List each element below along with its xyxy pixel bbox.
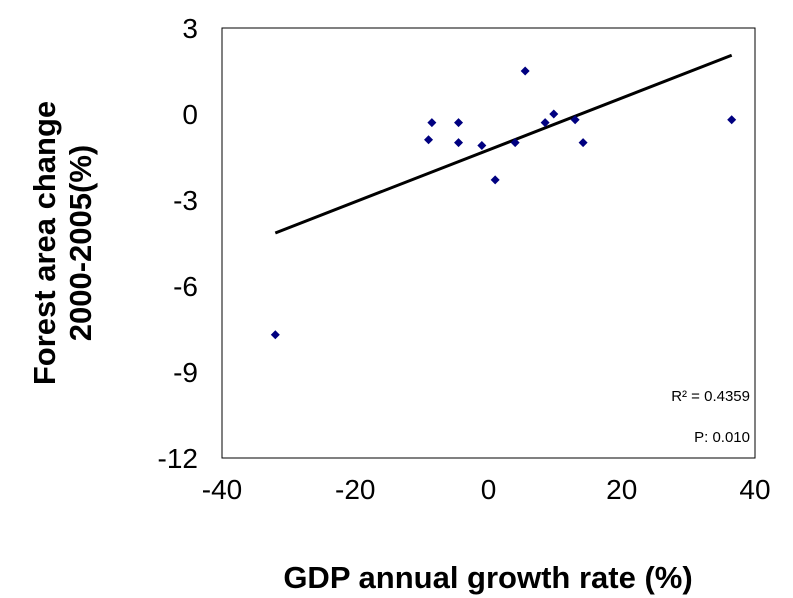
data-point — [540, 118, 550, 128]
x-tick-label: -40 — [202, 474, 242, 505]
data-point — [270, 330, 280, 340]
data-point — [454, 138, 464, 148]
y-axis-title-line-1: Forest area change — [27, 101, 62, 385]
p-value-annotation: P: 0.010 — [694, 429, 750, 446]
y-axis-ticks: 3 0 -3 -6 -9 -12 — [158, 13, 198, 474]
trendline — [274, 53, 733, 235]
data-point — [510, 138, 520, 148]
x-tick-label: 40 — [739, 474, 770, 505]
x-tick-label: -20 — [335, 474, 375, 505]
data-points — [270, 66, 737, 340]
data-point — [490, 175, 500, 185]
y-tick-label: 3 — [182, 13, 198, 44]
data-point — [727, 115, 737, 125]
data-point — [549, 109, 559, 119]
plot-area — [221, 27, 756, 459]
y-tick-label: 0 — [182, 99, 198, 130]
data-point — [427, 118, 437, 128]
x-axis-ticks: -40 -20 0 20 40 — [202, 474, 771, 505]
r-squared-annotation: R² = 0.4359 — [671, 388, 750, 405]
data-point — [520, 66, 530, 76]
data-point — [578, 138, 588, 148]
y-tick-label: -3 — [173, 185, 198, 216]
y-tick-label: -12 — [158, 443, 198, 474]
data-point — [570, 115, 580, 125]
x-axis-title: GDP annual growth rate (%) — [283, 560, 692, 595]
y-tick-label: -6 — [173, 271, 198, 302]
y-axis-title-line-2: 2000-2005(%) — [63, 145, 98, 341]
data-point — [454, 118, 464, 128]
y-axis-title: Forest area change 2000-2005(%) — [27, 101, 98, 385]
data-point — [477, 141, 487, 151]
x-tick-label: 20 — [606, 474, 637, 505]
x-tick-label: 0 — [481, 474, 497, 505]
y-tick-label: -9 — [173, 357, 198, 388]
data-point — [424, 135, 434, 145]
